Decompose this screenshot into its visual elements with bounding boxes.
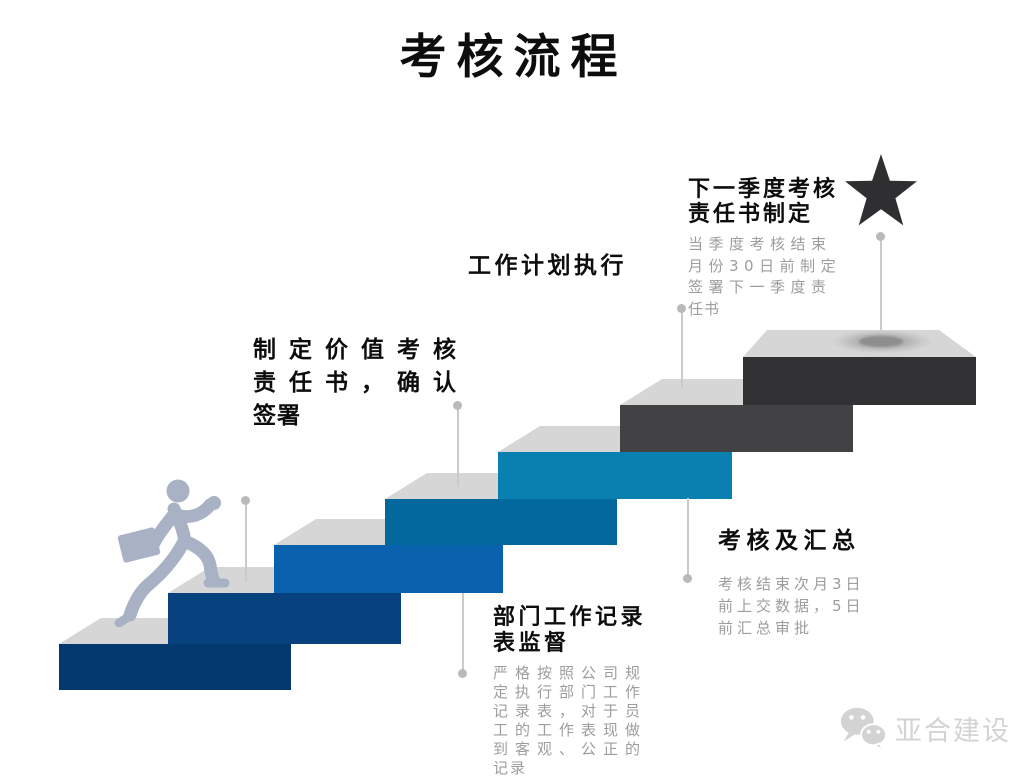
connector-line-stage-3: [457, 405, 459, 487]
stage-label-work-plan-execution: 工作计划执行: [468, 252, 627, 280]
stair-step-4-front: [385, 499, 617, 545]
connector-dot-stage-5: [677, 304, 686, 313]
stair-step-3-front: [274, 545, 503, 593]
stage-heading: 部门工作记录 表监督: [493, 605, 668, 657]
page-title: 考核流程: [399, 30, 628, 85]
stage-label-sign-value-assessment-doc: 制定价值考核 责任书，确认 签署: [253, 334, 493, 433]
stage-body-line: 月份30日前制定: [688, 256, 842, 275]
stage-heading-line: 下一季度考核: [688, 177, 839, 202]
stage-body-line: 工的工作表现做: [493, 721, 648, 739]
watermark-brand: 亚合建设: [895, 715, 1011, 747]
stage-heading-line: 部门工作记录: [493, 605, 647, 630]
stage-heading-line: 工作计划执行: [468, 253, 627, 279]
stair-step-5-front: [498, 452, 732, 499]
stage-heading-line: 责任书制定: [688, 202, 814, 227]
stage-body-line: 考核结束次月3日: [718, 575, 865, 593]
connector-line-stage-5: [681, 308, 683, 388]
stage-body-line: 任书: [688, 299, 721, 318]
connector-dot-stage-1: [241, 496, 250, 505]
stage-heading-line: 责任书，确认: [253, 370, 469, 396]
stage-body: 当季度考核结束 月份30日前制定 签署下一季度责 任书: [688, 234, 858, 320]
stage-heading-line: 制定价值考核: [253, 337, 469, 363]
stage-heading-line: 考核及汇总: [718, 528, 861, 554]
stage-heading: 工作计划执行: [468, 252, 627, 280]
businessman-icon: [108, 475, 260, 628]
connector-line-star: [880, 236, 882, 339]
connector-dot-stage-2: [458, 669, 467, 678]
stage-body-line: 记录表，对于员: [493, 702, 648, 720]
stage-body-line: 当季度考核结束: [688, 235, 832, 253]
stage-body-line: 定执行部门工作: [493, 683, 648, 701]
connector-line-stage-1: [245, 500, 247, 582]
stage-label-next-quarter-doc: 下一季度考核 责任书制定 当季度考核结束 月份30日前制定 签署下一季度责 任书: [688, 177, 858, 320]
stage-body: 考核结束次月3日 前上交数据，5日 前汇总审批: [718, 573, 883, 639]
stair-step-6-front: [620, 405, 853, 452]
connector-line-stage-2: [462, 593, 464, 674]
stair-step-7-front: [743, 357, 976, 405]
stage-heading-line: 表监督: [493, 631, 570, 656]
connector-dot-star: [876, 232, 885, 241]
connector-dot-stage-3: [453, 401, 462, 410]
connector-line-stage-4: [687, 498, 689, 578]
connector-dot-stage-4: [683, 574, 692, 583]
stair-step-1-front: [59, 644, 291, 690]
stage-label-department-work-record-supervision: 部门工作记录 表监督 严格按照公司规 定执行部门工作 记录表，对于员 工的工作表…: [493, 605, 668, 778]
businessman-svg: [114, 479, 230, 628]
stage-body-line: 前汇总审批: [718, 619, 814, 637]
stage-heading: 考核及汇总: [718, 527, 883, 556]
wechat-icon: [840, 707, 888, 752]
stage-heading: 下一季度考核 责任书制定: [688, 177, 858, 227]
stage-label-assessment-and-summary: 考核及汇总 考核结束次月3日 前上交数据，5日 前汇总审批: [718, 527, 883, 639]
stage-heading: 制定价值考核 责任书，确认 签署: [253, 334, 493, 433]
goal-hole-center: [859, 336, 903, 347]
watermark: 亚合建设: [838, 702, 1011, 754]
stage-body-line: 签署下一季度责: [688, 278, 832, 296]
stage-heading-line: 签署: [253, 403, 301, 429]
stage-body-line: 严格按照公司规: [493, 664, 648, 682]
star-svg: [845, 153, 917, 226]
stage-body-line: 到客观、公正的: [493, 740, 648, 758]
stage-body-line: 记录: [493, 759, 528, 777]
stage-body: 严格按照公司规 定执行部门工作 记录表，对于员 工的工作表现做 到客观、公正的 …: [493, 664, 668, 778]
stage-body-line: 前上交数据，5日: [718, 597, 865, 615]
stair-step-2-front: [168, 593, 401, 644]
star-icon: [845, 152, 917, 227]
